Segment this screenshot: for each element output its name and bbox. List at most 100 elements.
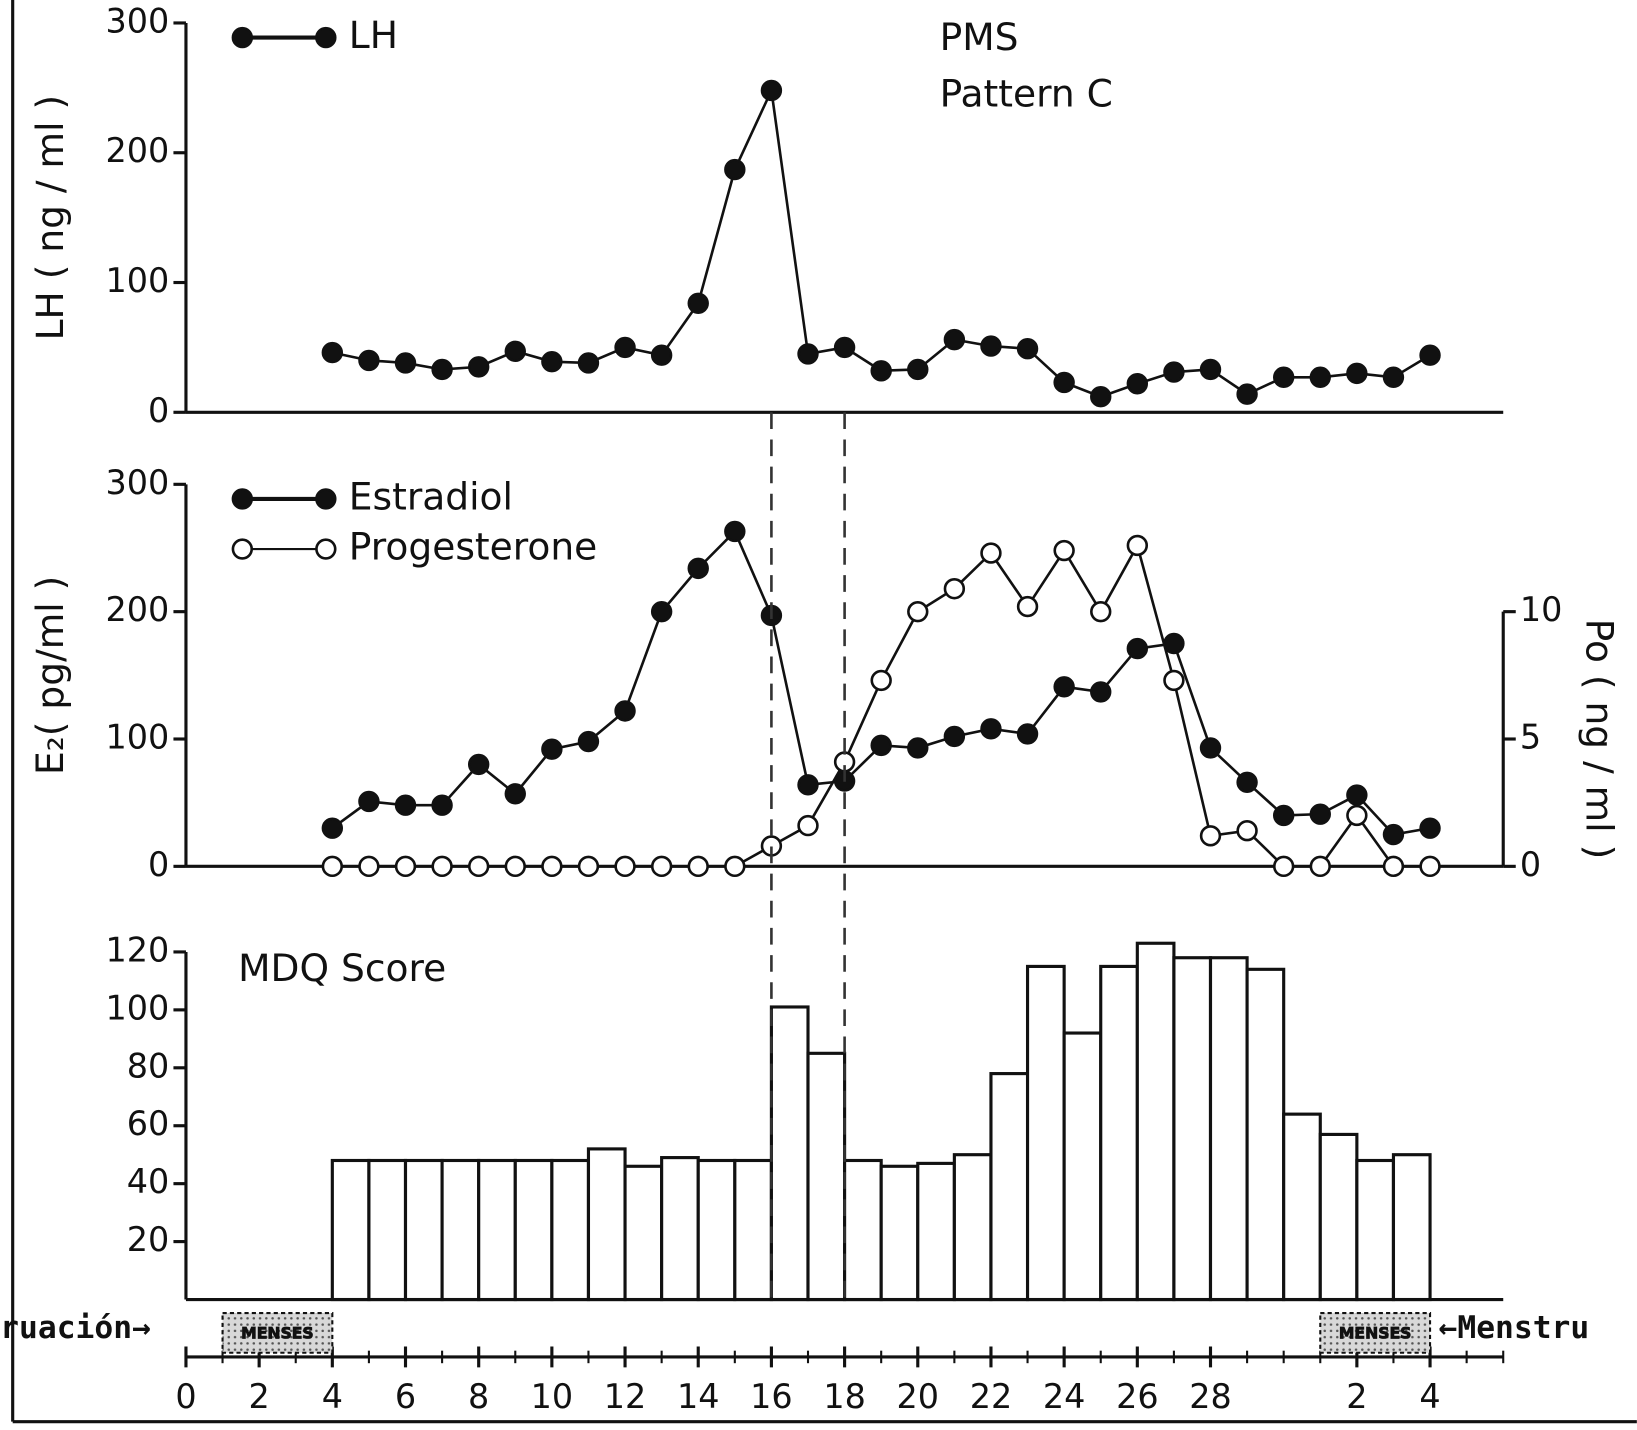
data-point	[1272, 366, 1295, 388]
data-point	[504, 855, 526, 878]
chart-title: MDQ Score	[238, 946, 446, 990]
x-tick-label: 20	[897, 1377, 940, 1416]
data-point	[687, 292, 709, 314]
data-point	[1272, 855, 1295, 878]
data-point	[907, 600, 929, 623]
data-point	[1309, 855, 1331, 878]
data-point	[358, 790, 380, 813]
data-point	[321, 341, 344, 364]
y-tick-label: 300	[106, 463, 170, 502]
legend-marker	[315, 538, 337, 560]
chart-title: PMS	[940, 15, 1019, 59]
data-point	[1382, 855, 1405, 878]
bar	[660, 1156, 700, 1302]
data-point	[870, 669, 892, 692]
data-point	[577, 730, 600, 753]
data-point	[1236, 771, 1258, 794]
series-line	[332, 85, 1431, 399]
data-point	[1419, 817, 1441, 839]
data-point	[797, 814, 819, 837]
data-point	[1090, 386, 1112, 408]
data-point	[431, 855, 453, 878]
bar	[1099, 964, 1139, 1302]
data-point	[358, 855, 380, 878]
data-point	[907, 358, 929, 381]
data-point	[504, 340, 526, 363]
data-point	[1236, 819, 1258, 842]
data-point	[760, 79, 783, 102]
data-point	[1199, 358, 1222, 381]
bar	[1062, 1031, 1103, 1302]
data-point	[1163, 632, 1185, 655]
x-tick-label: 28	[1189, 1377, 1232, 1416]
y-tick-label: 300	[106, 1, 170, 40]
y-tick-label: 40	[127, 1162, 170, 1201]
bar	[806, 1051, 847, 1302]
data-point	[1163, 669, 1185, 692]
side-note: ←Menstru	[1439, 1310, 1590, 1346]
bar	[952, 1153, 993, 1302]
data-point	[467, 855, 490, 878]
bar	[330, 1158, 371, 1302]
legend-marker	[315, 26, 337, 49]
data-point	[394, 352, 417, 374]
y-tick-label: 200	[106, 590, 170, 629]
bar	[696, 1158, 737, 1302]
x-tick-label: 10	[531, 1377, 574, 1416]
data-point	[1309, 803, 1331, 825]
data-point	[650, 344, 673, 366]
menses-label: MENSES	[1339, 1323, 1412, 1342]
data-point	[431, 794, 453, 816]
data-point	[467, 753, 490, 776]
data-point	[833, 336, 856, 359]
data-point	[1126, 534, 1149, 557]
data-point	[321, 855, 344, 878]
data-point	[650, 600, 673, 623]
y-tick-label: 200	[106, 131, 170, 170]
data-point	[687, 855, 709, 878]
series-line	[332, 541, 1431, 868]
data-point	[980, 335, 1002, 357]
bar	[477, 1158, 517, 1302]
data-point	[980, 542, 1002, 564]
data-point	[1382, 823, 1405, 846]
data-point	[1163, 361, 1185, 383]
data-point	[1053, 539, 1075, 562]
data-point	[1199, 737, 1222, 759]
y2-tick-label: 5	[1520, 718, 1541, 757]
legend-marker	[231, 26, 254, 49]
y-tick-label: 60	[127, 1104, 170, 1143]
y-tick-label: 80	[127, 1046, 170, 1085]
bar	[1135, 941, 1176, 1302]
data-point	[394, 794, 417, 816]
data-point	[1199, 825, 1222, 847]
data-point	[577, 352, 600, 374]
data-point	[1346, 784, 1368, 806]
legend-label: Progesterone	[349, 525, 597, 569]
data-point	[614, 336, 636, 359]
data-point	[431, 358, 453, 381]
bar	[879, 1164, 920, 1302]
x-tick-label: 22	[970, 1377, 1013, 1416]
bar	[586, 1147, 627, 1302]
data-point	[1346, 362, 1368, 385]
data-point	[687, 557, 709, 580]
data-point	[1309, 366, 1331, 388]
bar	[403, 1158, 444, 1302]
data-point	[467, 356, 490, 378]
data-point	[943, 725, 966, 748]
legend-marker	[315, 488, 337, 510]
data-point	[1090, 600, 1112, 623]
data-point	[870, 360, 892, 382]
y-tick-label: 100	[106, 988, 170, 1027]
y-axis-label: LH ( ng / ml )	[28, 95, 72, 341]
data-point	[870, 734, 892, 757]
bar	[733, 1158, 773, 1302]
x-tick-label: 0	[175, 1377, 196, 1416]
y2-tick-label: 10	[1520, 590, 1563, 629]
data-point	[321, 817, 344, 839]
y-axis-label: E₂( pg/ml )	[28, 576, 72, 775]
data-point	[394, 855, 417, 878]
data-point	[1016, 595, 1039, 618]
